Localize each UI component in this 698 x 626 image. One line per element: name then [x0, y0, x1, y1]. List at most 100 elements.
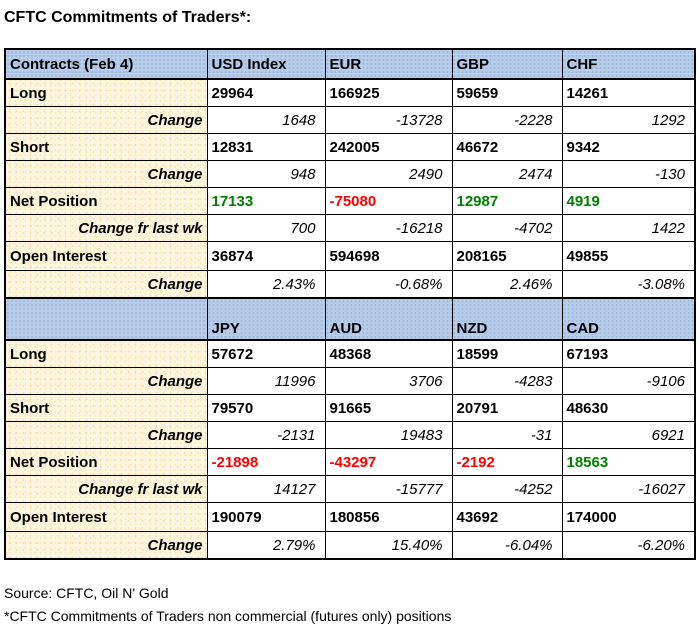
cell: -31 — [451, 421, 563, 449]
net-position-value: -2192 — [451, 448, 563, 476]
cell: 1648 — [206, 106, 326, 134]
row-open-interest-change: Change 2.79% 15.40% -6.04% -6.20% — [4, 531, 696, 560]
cell: -3.08% — [561, 270, 696, 299]
asterisk-note: *CFTC Commitments of Traders non commerc… — [4, 608, 452, 624]
cell: 2.79% — [206, 531, 326, 560]
net-position-value: -43297 — [324, 448, 453, 476]
row-long-change: Change 1648 -13728 -2228 1292 — [4, 106, 696, 134]
cell: 48630 — [561, 394, 696, 422]
row-label: Long — [4, 339, 208, 368]
row-open-interest-change: Change 2.43% -0.68% 2.46% -3.08% — [4, 270, 696, 299]
header-gbp: GBP — [451, 48, 563, 80]
row-short: Short 79570 91665 20791 48630 — [4, 394, 696, 422]
cell: 15.40% — [324, 531, 453, 560]
cell: -13728 — [324, 106, 453, 134]
cell: -15777 — [324, 475, 453, 503]
row-label: Short — [4, 133, 208, 161]
row-label: Short — [4, 394, 208, 422]
row-label: Change — [4, 531, 208, 560]
cell: -2131 — [206, 421, 326, 449]
cell: 36874 — [206, 241, 326, 271]
cell: 242005 — [324, 133, 453, 161]
net-position-value: 4919 — [561, 187, 696, 215]
net-position-value: -75080 — [324, 187, 453, 215]
row-long-change: Change 11996 3706 -4283 -9106 — [4, 367, 696, 395]
cell: 3706 — [324, 367, 453, 395]
cell: 18599 — [451, 339, 563, 368]
cell: 12831 — [206, 133, 326, 161]
header-aud: AUD — [324, 297, 453, 341]
cell: -16027 — [561, 475, 696, 503]
row-label: Open Interest — [4, 502, 208, 532]
cell: 1292 — [561, 106, 696, 134]
cell: -130 — [561, 160, 696, 188]
header-cad: CAD — [561, 297, 696, 341]
cell: 11996 — [206, 367, 326, 395]
row-short-change: Change -2131 19483 -31 6921 — [4, 421, 696, 449]
row-net-position: Net Position 17133 -75080 12987 4919 — [4, 187, 696, 215]
cell: 29964 — [206, 78, 326, 107]
row-change-fr-last-wk: Change fr last wk 14127 -15777 -4252 -16… — [4, 475, 696, 503]
cell: 2474 — [451, 160, 563, 188]
cell: 2.46% — [451, 270, 563, 299]
row-short-change: Change 948 2490 2474 -130 — [4, 160, 696, 188]
cell: 166925 — [324, 78, 453, 107]
cot-table: Contracts (Feb 4) USD Index EUR GBP CHF … — [4, 48, 696, 560]
cell: -4252 — [451, 475, 563, 503]
cell: 14127 — [206, 475, 326, 503]
cell: 700 — [206, 214, 326, 242]
cell: 190079 — [206, 502, 326, 532]
cell: -2228 — [451, 106, 563, 134]
cell: 2.43% — [206, 270, 326, 299]
cell: -16218 — [324, 214, 453, 242]
row-label: Change — [4, 160, 208, 188]
cell: 48368 — [324, 339, 453, 368]
cell: 43692 — [451, 502, 563, 532]
cell: 59659 — [451, 78, 563, 107]
row-change-fr-last-wk: Change fr last wk 700 -16218 -4702 1422 — [4, 214, 696, 242]
cell: -4283 — [451, 367, 563, 395]
header-contracts: Contracts (Feb 4) — [4, 48, 208, 80]
cell: -9106 — [561, 367, 696, 395]
header-jpy: JPY — [206, 297, 326, 341]
cell: 6921 — [561, 421, 696, 449]
net-position-value: 18563 — [561, 448, 696, 476]
row-long: Long 29964 166925 59659 14261 — [4, 78, 696, 107]
net-position-value: 17133 — [206, 187, 326, 215]
cell: 1422 — [561, 214, 696, 242]
row-label: Net Position — [4, 448, 208, 476]
cell: 49855 — [561, 241, 696, 271]
row-label: Open Interest — [4, 241, 208, 271]
page-title: CFTC Commitments of Traders*: — [4, 9, 252, 26]
cell: 180856 — [324, 502, 453, 532]
block2-header-row: JPY AUD NZD CAD — [4, 297, 696, 341]
cell: 208165 — [451, 241, 563, 271]
cell: 57672 — [206, 339, 326, 368]
cell: 20791 — [451, 394, 563, 422]
row-short: Short 12831 242005 46672 9342 — [4, 133, 696, 161]
row-label: Change — [4, 421, 208, 449]
row-net-position: Net Position -21898 -43297 -2192 18563 — [4, 448, 696, 476]
cell: 2490 — [324, 160, 453, 188]
row-label: Change — [4, 367, 208, 395]
cell: 594698 — [324, 241, 453, 271]
row-label: Long — [4, 78, 208, 107]
row-open-interest: Open Interest 190079 180856 43692 174000 — [4, 502, 696, 532]
row-open-interest: Open Interest 36874 594698 208165 49855 — [4, 241, 696, 271]
cell: -6.04% — [451, 531, 563, 560]
source-note: Source: CFTC, Oil N' Gold — [4, 585, 169, 601]
header-nzd: NZD — [451, 297, 563, 341]
cell: 19483 — [324, 421, 453, 449]
footer: Source: CFTC, Oil N' Gold *CFTC Commitme… — [4, 585, 698, 624]
row-label: Change — [4, 270, 208, 299]
cell: 67193 — [561, 339, 696, 368]
header-blank — [4, 297, 208, 341]
net-position-value: -21898 — [206, 448, 326, 476]
cell: 91665 — [324, 394, 453, 422]
cell: 174000 — [561, 502, 696, 532]
cell: 948 — [206, 160, 326, 188]
cell: -0.68% — [324, 270, 453, 299]
block1-header-row: Contracts (Feb 4) USD Index EUR GBP CHF — [4, 48, 696, 80]
header-usd-index: USD Index — [206, 48, 326, 80]
